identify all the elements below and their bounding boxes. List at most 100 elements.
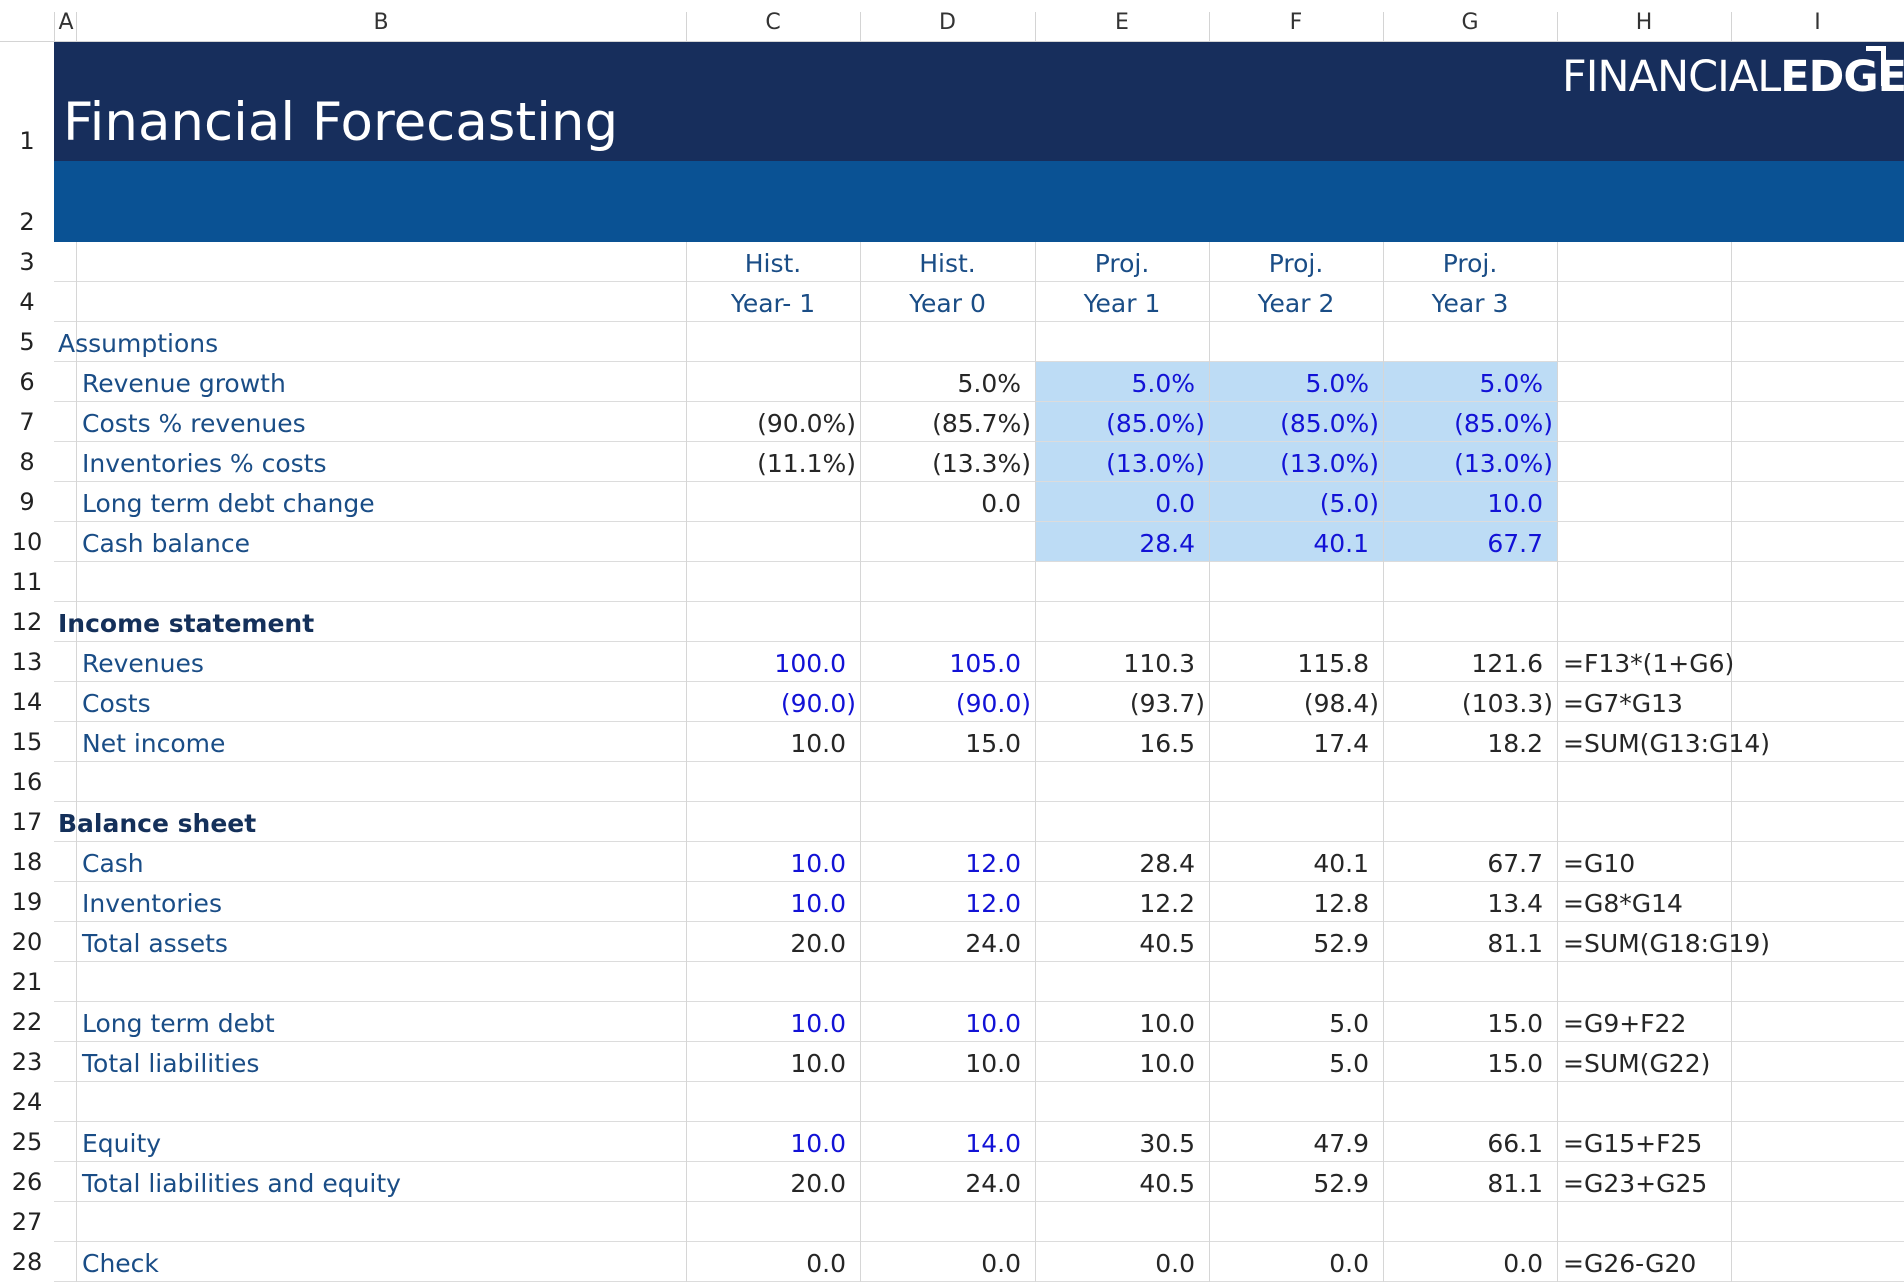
equity-cell-f[interactable]: 47.9 [1313, 1129, 1369, 1158]
row-header-15[interactable]: 15 [11, 728, 43, 756]
inventories-cell-g[interactable]: 13.4 [1487, 889, 1543, 918]
revenues-cell-g[interactable]: 121.6 [1471, 649, 1543, 678]
equity-cell-e[interactable]: 30.5 [1139, 1129, 1195, 1158]
column-header-d[interactable]: D [939, 10, 956, 35]
column-header-e[interactable]: E [1115, 10, 1129, 35]
cash-balance-cell-g[interactable]: 67.7 [1487, 529, 1543, 558]
costs-pct-cell-d[interactable]: (85.7%) [932, 409, 1031, 438]
row-header-14[interactable]: 14 [11, 688, 43, 716]
costs-cell-c[interactable]: (90.0) [780, 689, 856, 718]
column-header-h[interactable]: H [1635, 10, 1653, 35]
costs-pct-cell-e[interactable]: (85.0%) [1106, 409, 1205, 438]
row-header-9[interactable]: 9 [19, 488, 35, 516]
check-cell-c[interactable]: 0.0 [806, 1249, 846, 1278]
net-income-cell-g[interactable]: 18.2 [1487, 729, 1543, 758]
row-header-13[interactable]: 13 [11, 648, 43, 676]
check-cell-g[interactable]: 0.0 [1503, 1249, 1543, 1278]
ltd-change-cell-g[interactable]: 10.0 [1487, 489, 1543, 518]
column-header-i[interactable]: I [1814, 10, 1821, 35]
total-liabilities-cell-c[interactable]: 10.0 [790, 1049, 846, 1078]
revenue-growth-cell-d[interactable]: 5.0% [957, 369, 1021, 398]
total-liab-equity-cell-f[interactable]: 52.9 [1313, 1169, 1369, 1198]
total-assets-cell-f[interactable]: 52.9 [1313, 929, 1369, 958]
total-liabilities-cell-g[interactable]: 15.0 [1487, 1049, 1543, 1078]
row-header-18[interactable]: 18 [11, 848, 43, 876]
total-assets-cell-c[interactable]: 20.0 [790, 929, 846, 958]
inventories-pct-cell-e[interactable]: (13.0%) [1106, 449, 1205, 478]
cash-cell-g[interactable]: 67.7 [1487, 849, 1543, 878]
row-header-6[interactable]: 6 [19, 368, 35, 396]
inventories-pct-cell-g[interactable]: (13.0%) [1454, 449, 1553, 478]
total-liabilities-cell-f[interactable]: 5.0 [1329, 1049, 1369, 1078]
cash-cell-c[interactable]: 10.0 [790, 849, 846, 878]
total-liab-equity-cell-c[interactable]: 20.0 [790, 1169, 846, 1198]
net-income-cell-e[interactable]: 16.5 [1139, 729, 1195, 758]
row-header-17[interactable]: 17 [11, 808, 43, 836]
row-header-7[interactable]: 7 [19, 408, 35, 436]
costs-pct-cell-g[interactable]: (85.0%) [1454, 409, 1553, 438]
revenue-growth-cell-f[interactable]: 5.0% [1305, 369, 1369, 398]
revenues-cell-e[interactable]: 110.3 [1123, 649, 1195, 678]
column-header-f[interactable]: F [1289, 10, 1303, 35]
cash-balance-cell-f[interactable]: 40.1 [1313, 529, 1369, 558]
row-header-16[interactable]: 16 [11, 768, 43, 796]
costs-cell-g[interactable]: (103.3) [1461, 689, 1553, 718]
column-header-c[interactable]: C [765, 10, 781, 35]
equity-cell-g[interactable]: 66.1 [1487, 1129, 1543, 1158]
revenues-cell-c[interactable]: 100.0 [774, 649, 846, 678]
net-income-cell-d[interactable]: 15.0 [965, 729, 1021, 758]
long-term-debt-cell-d[interactable]: 10.0 [965, 1009, 1021, 1038]
long-term-debt-cell-f[interactable]: 5.0 [1329, 1009, 1369, 1038]
costs-pct-cell-f[interactable]: (85.0%) [1280, 409, 1379, 438]
total-assets-cell-g[interactable]: 81.1 [1487, 929, 1543, 958]
costs-pct-cell-c[interactable]: (90.0%) [757, 409, 856, 438]
row-header-3[interactable]: 3 [19, 248, 35, 276]
inventories-pct-cell-c[interactable]: (11.1%) [757, 449, 856, 478]
equity-cell-d[interactable]: 14.0 [965, 1129, 1021, 1158]
cash-balance-cell-e[interactable]: 28.4 [1139, 529, 1195, 558]
long-term-debt-cell-e[interactable]: 10.0 [1139, 1009, 1195, 1038]
total-assets-cell-e[interactable]: 40.5 [1139, 929, 1195, 958]
ltd-change-cell-e[interactable]: 0.0 [1155, 489, 1195, 518]
costs-cell-e[interactable]: (93.7) [1129, 689, 1205, 718]
row-header-28[interactable]: 28 [11, 1248, 43, 1276]
row-header-22[interactable]: 22 [11, 1008, 43, 1036]
total-assets-cell-d[interactable]: 24.0 [965, 929, 1021, 958]
row-header-24[interactable]: 24 [11, 1088, 43, 1116]
total-liabilities-cell-d[interactable]: 10.0 [965, 1049, 1021, 1078]
column-header-g[interactable]: G [1461, 10, 1479, 35]
row-header-26[interactable]: 26 [11, 1168, 43, 1196]
long-term-debt-cell-c[interactable]: 10.0 [790, 1009, 846, 1038]
total-liabilities-cell-e[interactable]: 10.0 [1139, 1049, 1195, 1078]
cash-cell-e[interactable]: 28.4 [1139, 849, 1195, 878]
row-header-10[interactable]: 10 [11, 528, 43, 556]
costs-cell-f[interactable]: (98.4) [1303, 689, 1379, 718]
revenue-growth-cell-g[interactable]: 5.0% [1479, 369, 1543, 398]
total-liab-equity-cell-g[interactable]: 81.1 [1487, 1169, 1543, 1198]
row-header-2[interactable]: 2 [19, 208, 35, 236]
row-header-25[interactable]: 25 [11, 1128, 43, 1156]
revenues-cell-f[interactable]: 115.8 [1297, 649, 1369, 678]
long-term-debt-cell-g[interactable]: 15.0 [1487, 1009, 1543, 1038]
column-header-a[interactable]: A [58, 10, 74, 35]
row-header-11[interactable]: 11 [11, 568, 43, 596]
column-header-b[interactable]: B [373, 10, 389, 35]
row-header-20[interactable]: 20 [11, 928, 43, 956]
total-liab-equity-cell-e[interactable]: 40.5 [1139, 1169, 1195, 1198]
ltd-change-cell-f[interactable]: (5.0) [1319, 489, 1379, 518]
inventories-pct-cell-d[interactable]: (13.3%) [932, 449, 1031, 478]
inventories-cell-f[interactable]: 12.8 [1313, 889, 1369, 918]
row-header-5[interactable]: 5 [19, 328, 35, 356]
check-cell-d[interactable]: 0.0 [981, 1249, 1021, 1278]
revenue-growth-cell-e[interactable]: 5.0% [1131, 369, 1195, 398]
row-header-23[interactable]: 23 [11, 1048, 43, 1076]
row-header-12[interactable]: 12 [11, 608, 43, 636]
inventories-cell-d[interactable]: 12.0 [965, 889, 1021, 918]
cash-cell-f[interactable]: 40.1 [1313, 849, 1369, 878]
inventories-pct-cell-f[interactable]: (13.0%) [1280, 449, 1379, 478]
equity-cell-c[interactable]: 10.0 [790, 1129, 846, 1158]
row-header-27[interactable]: 27 [11, 1208, 43, 1236]
row-header-19[interactable]: 19 [11, 888, 43, 916]
net-income-cell-c[interactable]: 10.0 [790, 729, 846, 758]
